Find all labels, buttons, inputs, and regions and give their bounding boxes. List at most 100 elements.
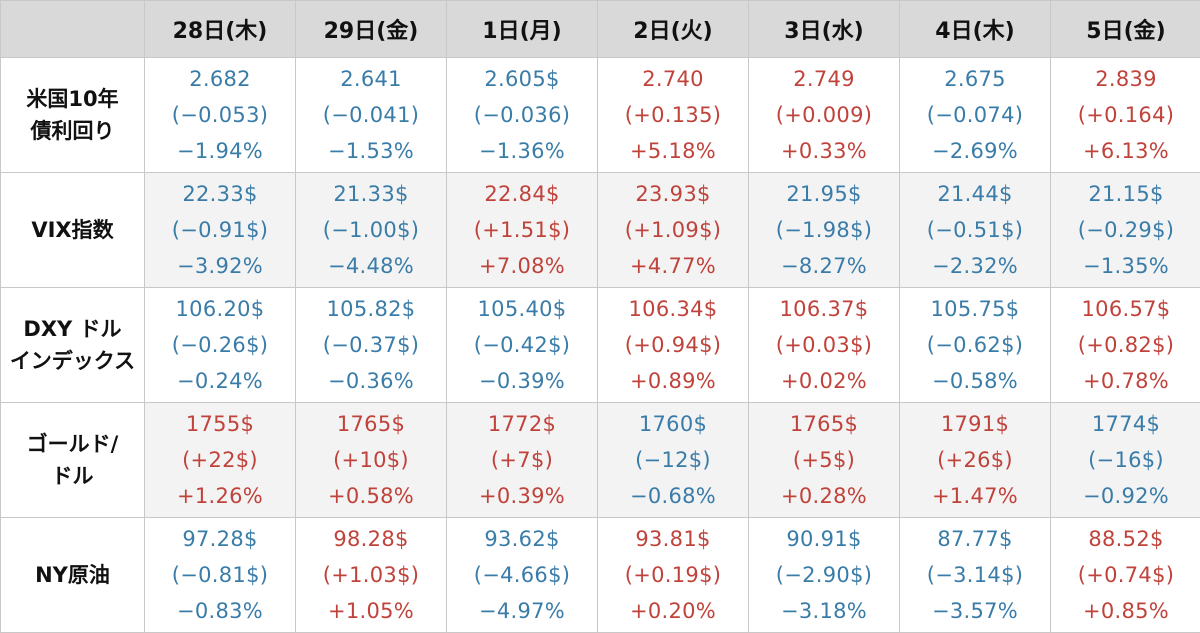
data-cell: 106.57$ (+0.82$) +0.78% — [1050, 287, 1200, 403]
cell-pct: +0.85% — [1082, 599, 1170, 623]
cell-change: (−1.00$) — [322, 218, 420, 242]
cell-value: 106.57$ — [1081, 297, 1171, 321]
data-cell: 22.33$ (−0.91$) −3.92% — [144, 172, 296, 288]
cell-value: 98.28$ — [333, 527, 409, 551]
cell-value: 1772$ — [487, 412, 557, 436]
row-label-line: ドル — [51, 464, 94, 488]
cell-value: 2.740 — [642, 67, 704, 91]
cell-pct: +4.77% — [629, 254, 717, 278]
cell-value: 105.40$ — [477, 297, 567, 321]
data-cell: 90.91$ (−2.90$) −3.18% — [748, 517, 900, 633]
cell-value: 106.34$ — [628, 297, 718, 321]
cell-value: 97.28$ — [182, 527, 258, 551]
day-header: 28日(木) — [144, 0, 296, 58]
cell-change: (+0.74$) — [1077, 563, 1175, 587]
cell-change: (−0.62$) — [926, 333, 1024, 357]
data-cell: 93.62$ (−4.66$) −4.97% — [446, 517, 598, 633]
cell-pct: +0.02% — [780, 369, 868, 393]
cell-pct: −3.92% — [176, 254, 264, 278]
cell-change: (+0.03$) — [775, 333, 873, 357]
cell-value: 2.675 — [944, 67, 1006, 91]
table-row: ゴールド/ドル 1755$ (+22$) +1.26% 1765$ (+10$) +0.58… — [0, 402, 1200, 518]
cell-pct: +0.78% — [1082, 369, 1170, 393]
cell-value: 105.82$ — [326, 297, 416, 321]
cell-pct: +0.28% — [780, 484, 868, 508]
cell-value: 1760$ — [638, 412, 708, 436]
cell-pct: −0.83% — [176, 599, 264, 623]
cell-pct: −4.97% — [478, 599, 566, 623]
data-cell: 2.682 (−0.053) −1.94% — [144, 57, 296, 173]
data-cell: 88.52$ (+0.74$) +0.85% — [1050, 517, 1200, 633]
cell-change: (−0.81$) — [171, 563, 269, 587]
data-cell: 21.44$ (−0.51$) −2.32% — [899, 172, 1051, 288]
row-label-line: インデックス — [9, 349, 136, 373]
cell-change: (+1.51$) — [473, 218, 571, 242]
cell-pct: −3.18% — [780, 599, 868, 623]
cell-pct: −0.58% — [931, 369, 1019, 393]
data-cell: 97.28$ (−0.81$) −0.83% — [144, 517, 296, 633]
data-cell: 21.95$ (−1.98$) −8.27% — [748, 172, 900, 288]
data-cell: 106.34$ (+0.94$) +0.89% — [597, 287, 749, 403]
cell-pct: −4.48% — [327, 254, 415, 278]
cell-change: (−0.42$) — [473, 333, 571, 357]
row-label-line: ゴールド/ — [26, 432, 119, 456]
day-header: 1日(月) — [446, 0, 598, 58]
cell-value: 22.84$ — [484, 182, 560, 206]
data-cell: 2.675 (−0.074) −2.69% — [899, 57, 1051, 173]
data-cell: 1791$ (+26$) +1.47% — [899, 402, 1051, 518]
data-cell: 2.839 (+0.164) +6.13% — [1050, 57, 1200, 173]
row-label: DXY ドル インデックス — [0, 287, 145, 403]
cell-value: 21.33$ — [333, 182, 409, 206]
cell-value: 106.20$ — [175, 297, 265, 321]
data-cell: 106.37$ (+0.03$) +0.02% — [748, 287, 900, 403]
cell-change: (+0.19$) — [624, 563, 722, 587]
cell-value: 93.62$ — [484, 527, 560, 551]
data-cell: 106.20$ (−0.26$) −0.24% — [144, 287, 296, 403]
data-cell: 1774$ (−16$) −0.92% — [1050, 402, 1200, 518]
cell-change: (+0.135) — [624, 103, 722, 127]
cell-pct: +1.26% — [176, 484, 264, 508]
data-cell: 2.605$ (−0.036) −1.36% — [446, 57, 598, 173]
cell-pct: −1.94% — [176, 139, 264, 163]
row-label: ゴールド/ドル — [0, 402, 145, 518]
cell-change: (+7$) — [490, 448, 554, 472]
cell-value: 106.37$ — [779, 297, 869, 321]
cell-pct: −1.36% — [478, 139, 566, 163]
data-cell: 87.77$ (−3.14$) −3.57% — [899, 517, 1051, 633]
row-label-line: VIX指数 — [31, 218, 114, 242]
cell-value: 1765$ — [789, 412, 859, 436]
cell-change: (−0.074) — [926, 103, 1024, 127]
cell-change: (+0.94$) — [624, 333, 722, 357]
day-header: 4日(木) — [899, 0, 1051, 58]
table-row: DXY ドル インデックス 106.20$ (−0.26$) −0.24% 105.82$… — [0, 287, 1200, 403]
cell-pct: −1.53% — [327, 139, 415, 163]
data-cell: 2.749 (+0.009) +0.33% — [748, 57, 900, 173]
row-label-line: NY原油 — [35, 563, 110, 587]
cell-pct: +0.33% — [780, 139, 868, 163]
cell-change: (−4.66$) — [473, 563, 571, 587]
cell-change: (−0.29$) — [1077, 218, 1175, 242]
cell-change: (+22$) — [182, 448, 258, 472]
cell-value: 1774$ — [1091, 412, 1161, 436]
cell-value: 1791$ — [940, 412, 1010, 436]
data-cell: 2.740 (+0.135) +5.18% — [597, 57, 749, 173]
data-cell: 2.641 (−0.041) −1.53% — [295, 57, 447, 173]
cell-value: 88.52$ — [1088, 527, 1164, 551]
data-cell: 105.82$ (−0.37$) −0.36% — [295, 287, 447, 403]
data-cell: 21.33$ (−1.00$) −4.48% — [295, 172, 447, 288]
cell-value: 21.95$ — [786, 182, 862, 206]
cell-change: (+0.009) — [775, 103, 873, 127]
day-header: 3日(水) — [748, 0, 900, 58]
corner-cell — [0, 0, 145, 58]
day-header: 29日(金) — [295, 0, 447, 58]
cell-pct: +1.05% — [327, 599, 415, 623]
cell-value: 2.641 — [340, 67, 402, 91]
row-label-line: 米国10年 — [26, 87, 119, 111]
cell-change: (+1.09$) — [624, 218, 722, 242]
data-cell: 1765$ (+10$) +0.58% — [295, 402, 447, 518]
cell-pct: −0.24% — [176, 369, 264, 393]
cell-pct: +6.13% — [1082, 139, 1170, 163]
cell-pct: −0.36% — [327, 369, 415, 393]
cell-change: (+10$) — [333, 448, 409, 472]
